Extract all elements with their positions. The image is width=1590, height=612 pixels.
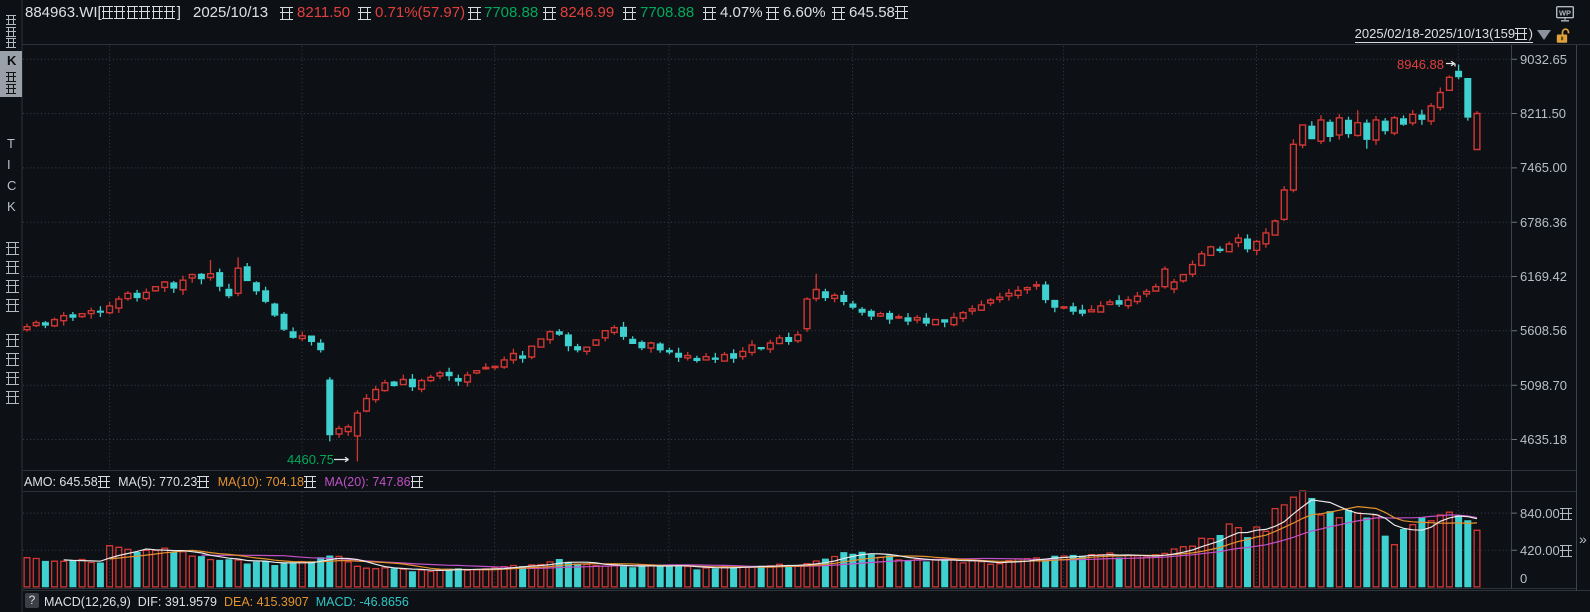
svg-text:WP: WP <box>1559 8 1571 17</box>
